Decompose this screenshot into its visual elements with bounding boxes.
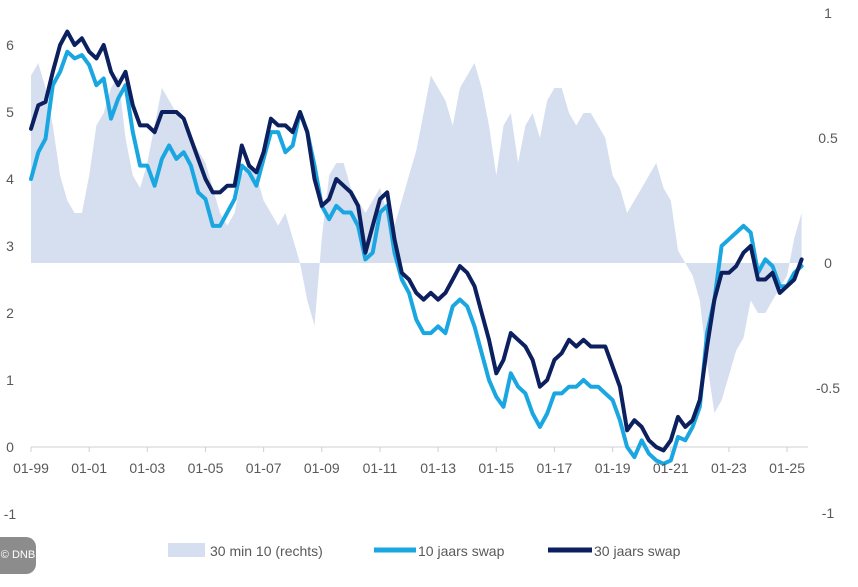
x-tick-label: 01-23: [711, 460, 747, 476]
y-left-tick-label: -1: [4, 506, 17, 522]
y-right-tick-label: 0: [824, 255, 832, 271]
legend-label-spread: 30 min 10 (rechts): [210, 543, 323, 559]
series-area-spread: [31, 63, 802, 413]
x-tick-label: 01-09: [304, 460, 340, 476]
x-tick-label: 01-01: [71, 460, 107, 476]
x-tick-label: 01-99: [13, 460, 49, 476]
x-tick-label: 01-17: [537, 460, 573, 476]
x-tick-label: 01-25: [769, 460, 805, 476]
y-right-tick-label: 1: [824, 5, 832, 21]
series-line-30y-swap: [29, 29, 804, 453]
dnb-copyright-badge: © DNB: [0, 537, 36, 574]
x-tick-label: 01-19: [595, 460, 631, 476]
y-left-tick-label: 2: [6, 305, 14, 321]
legend: 30 min 10 (rechts) 10 jaars swap 30 jaar…: [168, 543, 681, 559]
legend-label-swap30: 30 jaars swap: [594, 543, 681, 559]
x-tick-label: 01-11: [363, 460, 398, 476]
x-tick-label: 01-21: [653, 460, 689, 476]
x-tick-label: 01-05: [188, 460, 224, 476]
legend-label-swap10: 10 jaars swap: [418, 543, 505, 559]
y-left-tick-label: 5: [6, 104, 14, 120]
series-line-10y-swap: [29, 49, 804, 466]
x-tick-label: 01-03: [129, 460, 165, 476]
x-tick-label: 01-13: [420, 460, 456, 476]
y-right-tick-label: -1: [822, 505, 835, 521]
y-right-tick-label: 0.5: [818, 130, 838, 146]
legend-swatch-spread: [168, 543, 205, 557]
y-left-tick-label: 6: [6, 37, 14, 53]
y-left-tick-label: 1: [6, 372, 14, 388]
y-right-tick-label: -0.5: [816, 380, 840, 396]
y-left-tick-label: 3: [6, 238, 14, 254]
x-tick-label: 01-07: [246, 460, 282, 476]
y-left-tick-label: 4: [6, 171, 14, 187]
y-left-tick-label: 0: [6, 439, 14, 455]
x-tick-label: 01-15: [478, 460, 514, 476]
